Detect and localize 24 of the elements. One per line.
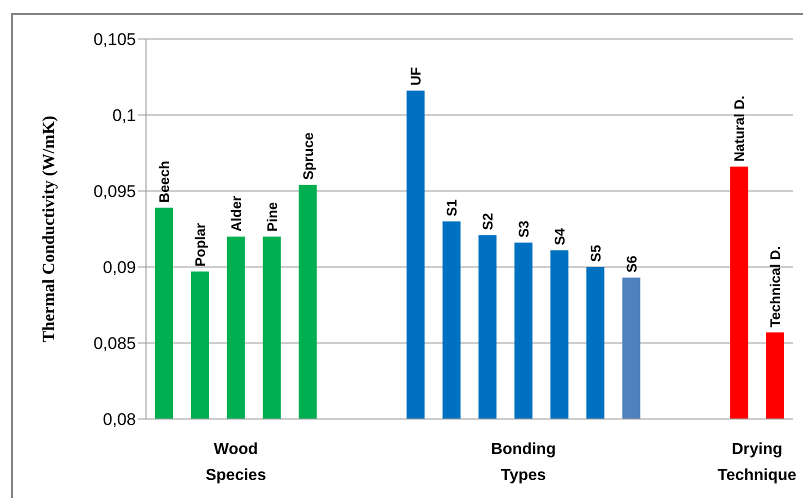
x-tick-label: UF [408,66,424,86]
x-tick-label: Beech [156,160,172,203]
text: Drying Technique [716,440,798,486]
x-tick-label: S3 [515,220,532,238]
text: Wood Species [204,440,268,486]
x-tick-label: Spruce [300,132,316,180]
x-tick-label: S2 [480,212,496,230]
x-tick-label: Poplar [192,222,208,267]
x-tick-label: Natural D. [731,96,748,162]
y-tick-label: 0,095 [93,182,136,202]
y-tick-label: 0,105 [93,30,136,50]
x-tick-label: S5 [587,244,604,262]
text: Bonding Types [490,440,557,486]
x-tick-label: S4 [551,228,568,246]
x-tick-label: Alder [228,195,244,232]
y-tick-label: 0,085 [93,334,136,354]
x-tick-label: Pine [264,202,280,232]
y-tick-label: 0,08 [102,410,136,430]
x-tick-label: Technical D. [767,246,784,328]
x-tick-label: S6 [623,255,640,273]
y-tick-label: 0,1 [112,106,136,126]
x-tick-label: S1 [444,199,460,216]
y-axis-title: Thermal Conductivity (W/mK) [39,116,58,342]
y-tick-label: 0,09 [102,258,136,278]
